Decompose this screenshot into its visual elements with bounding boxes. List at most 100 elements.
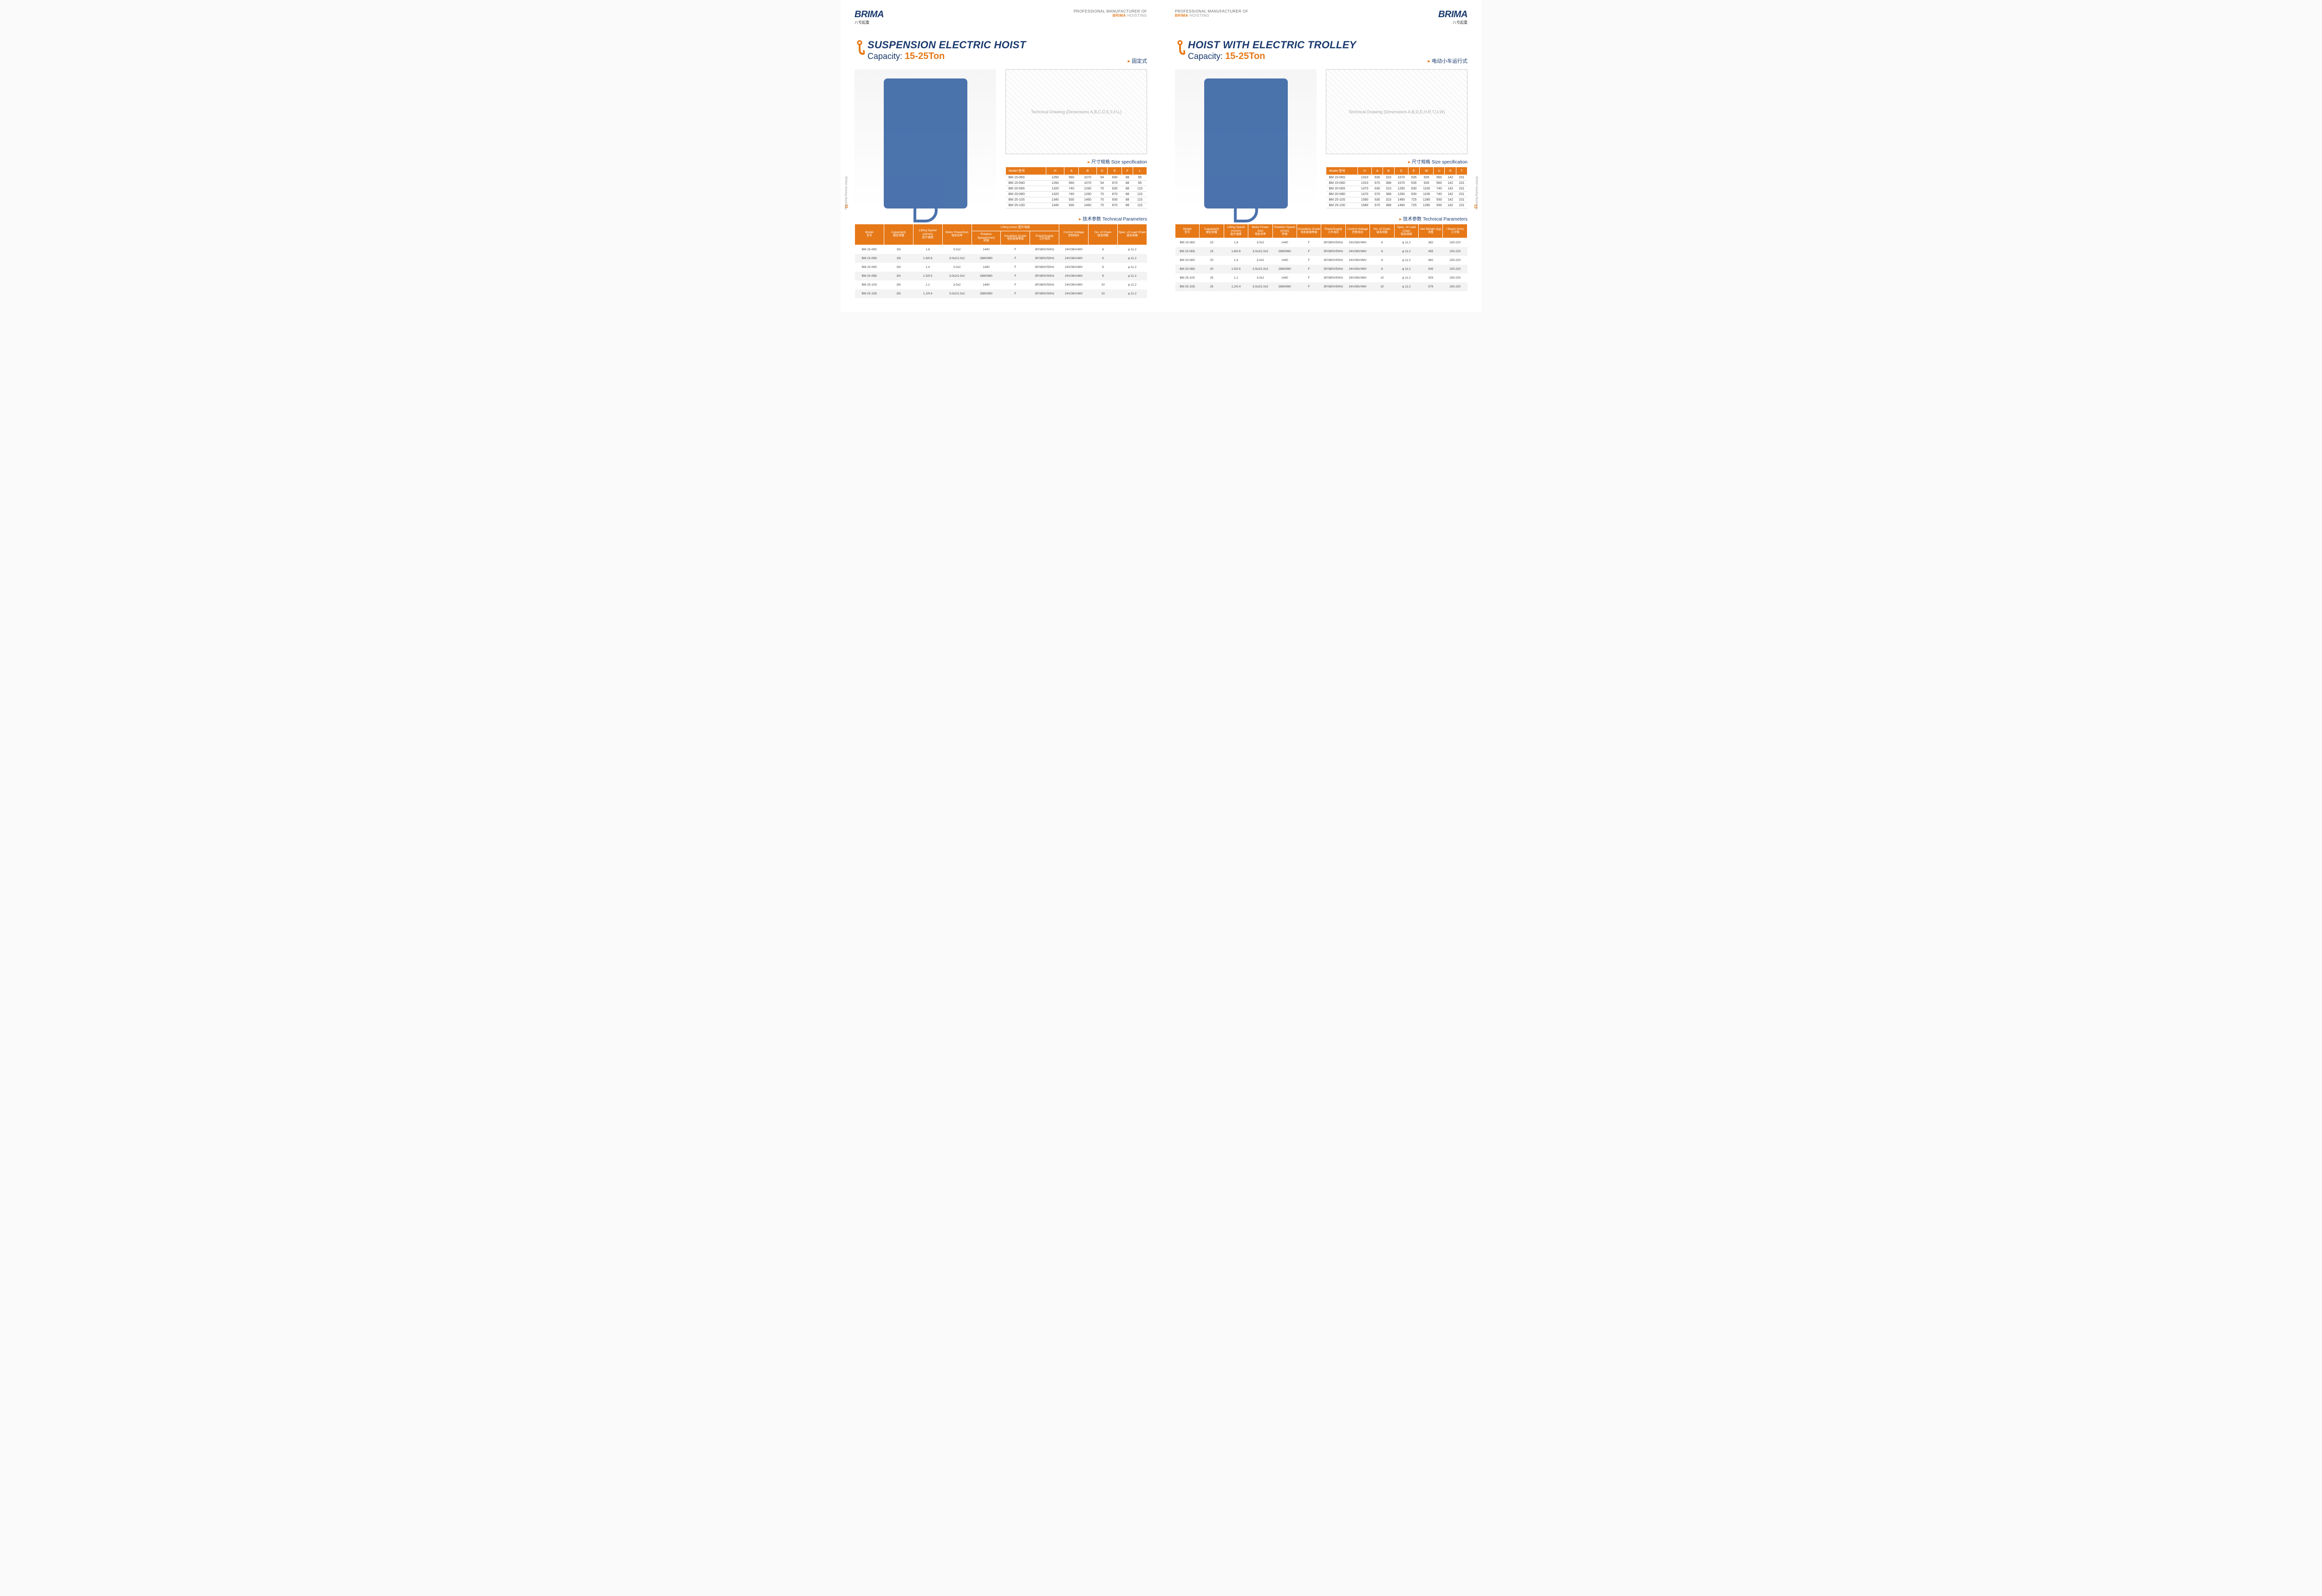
product-photo-left (854, 69, 996, 208)
param-header-row: Model型号Capacity(t)额定荷载Lifting Speed (m/m… (1175, 224, 1468, 238)
diagram-area-right: Technical Drawing (Dimensions A,B,D,E,H,… (1326, 69, 1468, 208)
table-header: E (1408, 167, 1419, 175)
spec-table-left: Model 型号HABDEFL BM 15-06S126056010705463… (1005, 167, 1147, 208)
hoist-image-placeholder (1204, 78, 1288, 208)
table-row: BM 20-08D132074012607067088115 (1006, 192, 1147, 197)
table-row: BM 20-08S20t1.43.0x21440F3P/380V/50Hz24V… (855, 263, 1147, 272)
section-title-right: HOIST WITH ELECTRIC TROLLEY Capacity: 15… (1175, 39, 1468, 62)
left-page: BRIMA Hoisting Machinery 11 BRIMA 八号起重 P… (841, 0, 1161, 312)
table-header: H (1357, 167, 1371, 175)
table-row: BM 25-10D134093014607067088115 (1006, 203, 1147, 208)
spec-header-row: Model 型号HABDEWURT (1326, 167, 1468, 175)
table-header: E (1108, 167, 1122, 175)
table-header: B (1079, 167, 1097, 175)
table-header: U (1434, 167, 1445, 175)
table-header: L (1133, 167, 1147, 175)
table-row: BM 20-08D147067038812606301106740142231 (1326, 192, 1468, 197)
visual-row-right: Technical Drawing (Dimensions A,B,D,E,H,… (1175, 69, 1468, 208)
table-header: Spec. of Load Chain链条规格 (1394, 224, 1418, 238)
title-capacity-left: Capacity: 15-25Ton (867, 51, 1147, 62)
brand-logo-left: BRIMA 八号起重 (854, 9, 884, 25)
table-row: BM 20-08S201.43.0x21440F3P/380V/50Hz24V/… (1175, 256, 1468, 265)
title-capacity-right: Capacity: 15-25Ton (1188, 51, 1468, 62)
tagline-left: PROFESSIONAL MANUFACTURER OF BRIMA HOIST… (1074, 9, 1147, 18)
table-row: BM 25-10D251.2/0.43.0x2/1.0x22880/960F3P… (1175, 282, 1468, 291)
table-header: Net Weight (kg)净重 (1419, 224, 1443, 238)
spec-header-row: Model 型号HABDEFL (1006, 167, 1147, 175)
table-header: H (1046, 167, 1064, 175)
table-header: Model型号 (1175, 224, 1200, 238)
table-row: BM 25-10S251.13.0x21440F3P/380V/50Hz24V/… (1175, 274, 1468, 282)
table-header: Rotation Speed (r/min)转速 (1272, 224, 1297, 238)
page-header-left: BRIMA 八号起重 PROFESSIONAL MANUFACTURER OF … (854, 9, 1147, 25)
page-header-right: PROFESSIONAL MANUFACTURER OF BRIMA HOIST… (1175, 9, 1468, 25)
table-header: Motor Power (kw)电机功率 (1248, 224, 1272, 238)
spec-caption-left: 尺寸规格 Size specification (1005, 158, 1147, 165)
table-header: Insulation Grade电机绝缘等级 (1297, 224, 1321, 238)
table-header: I Beam (mm)工字钢 (1443, 224, 1468, 238)
title-main-right: HOIST WITH ELECTRIC TROLLEY (1188, 39, 1468, 51)
brand-logo-right: BRIMA 八号起重 (1438, 9, 1468, 25)
section-title-left: SUSPENSION ELECTRIC HOIST Capacity: 15-2… (854, 39, 1147, 62)
table-row: BM 15-06S151.83.0x21440F3P/380V/50Hz24V/… (1175, 238, 1468, 247)
logo-text: BRIMA (854, 9, 884, 20)
param-table-right: Model型号Capacity(t)额定荷载Lifting Speed (m/m… (1175, 224, 1468, 291)
table-header: T (1456, 167, 1467, 175)
param-table-left: Model型号 Capacity(t)额定荷载 Lifting Speed (m… (854, 224, 1147, 298)
hook-icon (1175, 40, 1185, 58)
right-page: BRIMA Hoisting Machinery 12 PROFESSIONAL… (1161, 0, 1481, 312)
table-row: BM 15-06D13106703881070535926560142231 (1326, 181, 1468, 186)
table-row: BM 25-10S158063031514607251280930142231 (1326, 197, 1468, 203)
param-header-row-group: Model型号 Capacity(t)额定荷载 Lifting Speed (m… (855, 224, 1147, 231)
diagram-placeholder-right: Technical Drawing (Dimensions A,B,D,E,H,… (1326, 69, 1468, 154)
table-header: B (1383, 167, 1394, 175)
table-header: A (1372, 167, 1383, 175)
product-photo-right (1175, 69, 1317, 208)
table-header: Control Voltage控制电压 (1345, 224, 1370, 238)
page-number-right: 12 (1474, 204, 1478, 208)
table-header: No. of Chain链条回数 (1370, 224, 1394, 238)
hook-icon (854, 40, 865, 58)
hoist-image-placeholder (884, 78, 967, 208)
table-row: BM 25-10D158067038814607251280930142231 (1326, 203, 1468, 208)
tagline-right: PROFESSIONAL MANUFACTURER OF BRIMA HOIST… (1175, 9, 1248, 18)
page-number-left: 11 (844, 204, 848, 208)
table-row: BM 25-10S134093014607063088115 (1006, 197, 1147, 203)
table-row: BM 20-08D20t1.5/0.53.0x2/1.0x22880/960F3… (855, 272, 1147, 280)
table-row: BM 15-06S15t1.83.0x21440F3P/380V/50Hz24V… (855, 245, 1147, 254)
table-header: F (1122, 167, 1133, 175)
logo-subtext: 八号起重 (1438, 20, 1468, 25)
spec-table-right: Model 型号HABDEWURT BM 15-06S1310630315107… (1326, 167, 1468, 208)
table-header: Model 型号 (1326, 167, 1358, 175)
table-header: PowerSupply工作电压 (1321, 224, 1345, 238)
diagram-placeholder-left: Technical Drawing (Dimensions A,B,C,D,E,… (1005, 69, 1147, 154)
param-caption-left: 技术参数 Technical Parameters (854, 215, 1147, 222)
table-header: D (1394, 167, 1408, 175)
table-row: BM 15-06S12605601070546308895 (1006, 175, 1147, 181)
table-row: BM 25-10S25t1.13.0x21440F3P/380V/50Hz24V… (855, 280, 1147, 289)
table-header: A (1064, 167, 1079, 175)
logo-text: BRIMA (1438, 9, 1468, 20)
table-row: BM 15-06S13106303151070535926560142231 (1326, 175, 1468, 181)
table-header: R (1445, 167, 1456, 175)
table-header: W (1420, 167, 1434, 175)
table-row: BM 20-08S132074012607063088115 (1006, 186, 1147, 192)
table-row: BM 20-08S147063031512606301106740142231 (1326, 186, 1468, 192)
table-header: Lifting Speed (m/min)起升速度 (1224, 224, 1248, 238)
diagram-area-left: Technical Drawing (Dimensions A,B,C,D,E,… (1005, 69, 1147, 208)
table-header: Model 型号 (1006, 167, 1046, 175)
table-row: BM 15-06D15t1.8/0.63.0x2/1.0x22880/960F3… (855, 254, 1147, 263)
param-caption-right: 技术参数 Technical Parameters (1175, 215, 1468, 222)
table-row: BM 15-06D12605601070546708895 (1006, 181, 1147, 186)
catalog-spread: BRIMA Hoisting Machinery 11 BRIMA 八号起重 P… (841, 0, 1481, 312)
logo-subtext: 八号起重 (854, 20, 884, 25)
table-row: BM 20-08D201.5/0.53.0x2/1.0x22880/960F3P… (1175, 265, 1468, 274)
spec-caption-right: 尺寸规格 Size specification (1326, 158, 1468, 165)
visual-row-left: Technical Drawing (Dimensions A,B,C,D,E,… (854, 69, 1147, 208)
table-row: BM 15-06D151.8/0.63.0x2/1.0x22880/960F3P… (1175, 247, 1468, 256)
title-main-left: SUSPENSION ELECTRIC HOIST (867, 39, 1147, 51)
table-row: BM 25-10D25t1.2/0.43.0x2/1.0x22880/960F3… (855, 289, 1147, 298)
lifting-motor-group: Lifting motor 提升电机 (972, 224, 1059, 231)
table-header: Capacity(t)额定荷载 (1200, 224, 1224, 238)
table-header: D (1096, 167, 1107, 175)
